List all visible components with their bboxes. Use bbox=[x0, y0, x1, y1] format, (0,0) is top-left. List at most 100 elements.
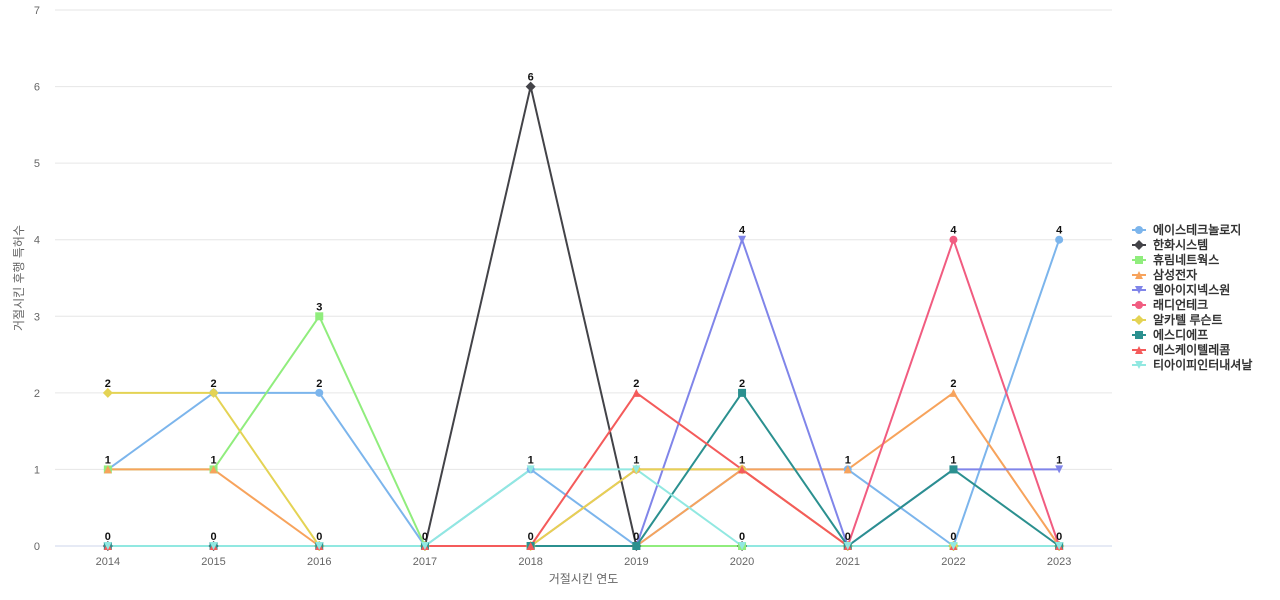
data-label: 2 bbox=[739, 378, 745, 390]
data-label: 0 bbox=[422, 531, 428, 543]
legend-item: 삼성전자 bbox=[1132, 267, 1197, 282]
legend-item: 래디언테크 bbox=[1132, 297, 1208, 312]
data-label: 2 bbox=[210, 378, 216, 390]
legend-label: 알카텔 루슨트 bbox=[1153, 312, 1223, 327]
data-label: 0 bbox=[1056, 531, 1062, 543]
y-tick-label: 2 bbox=[34, 388, 40, 400]
x-tick-label: 2022 bbox=[941, 556, 965, 568]
data-label: 0 bbox=[528, 531, 534, 543]
data-label: 4 bbox=[1056, 225, 1063, 237]
triangle-marker-icon bbox=[1135, 271, 1143, 279]
square-marker-icon bbox=[315, 312, 324, 321]
y-tick-label: 0 bbox=[34, 541, 40, 553]
x-tick-label: 2023 bbox=[1047, 556, 1071, 568]
data-label: 0 bbox=[316, 531, 322, 543]
y-axis-ticks: 0 1 2 3 4 5 6 7 bbox=[34, 5, 40, 553]
data-label: 0 bbox=[210, 531, 216, 543]
triangle-down-marker-icon bbox=[1135, 361, 1143, 369]
square-marker-icon bbox=[632, 542, 641, 550]
x-tick-label: 2018 bbox=[518, 556, 542, 568]
legend-label: 티아이피인터내셔날 bbox=[1153, 357, 1252, 372]
legend-label: 삼성전자 bbox=[1153, 267, 1197, 282]
triangle-down-marker-icon bbox=[526, 465, 535, 474]
series-line bbox=[107, 315, 1060, 547]
data-label: 2 bbox=[105, 378, 111, 390]
square-marker-icon bbox=[949, 465, 958, 474]
legend-label: 엘아이지넥스원 bbox=[1153, 282, 1230, 297]
x-tick-label: 2015 bbox=[201, 556, 225, 568]
y-tick-label: 5 bbox=[34, 158, 40, 170]
series-lines bbox=[107, 85, 1061, 547]
legend-label: 한화시스템 bbox=[1153, 237, 1208, 252]
x-tick-label: 2021 bbox=[836, 556, 860, 568]
triangle-marker-icon bbox=[843, 465, 852, 474]
triangle-marker-icon bbox=[526, 542, 535, 550]
triangle-down-marker-icon bbox=[738, 542, 747, 550]
data-label: 0 bbox=[633, 531, 639, 543]
circle-marker-icon bbox=[315, 388, 324, 397]
circle-marker-icon bbox=[1055, 235, 1064, 244]
diamond-marker-icon bbox=[102, 387, 113, 398]
triangle-down-marker-icon bbox=[843, 542, 852, 550]
square-marker-icon bbox=[738, 388, 747, 397]
data-label: 0 bbox=[739, 531, 745, 543]
x-tick-label: 2014 bbox=[96, 556, 120, 568]
data-label: 0 bbox=[105, 531, 111, 543]
data-label: 6 bbox=[528, 72, 534, 84]
circle-marker-icon bbox=[1135, 301, 1143, 309]
square-marker-icon bbox=[1135, 331, 1143, 339]
data-label: 4 bbox=[739, 225, 746, 237]
x-axis-ticks: 2014 2015 2016 2017 2018 2019 2020 2021 2022 2023 bbox=[96, 556, 1072, 568]
y-tick-label: 6 bbox=[34, 82, 40, 94]
legend-label: 래디언테크 bbox=[1153, 297, 1208, 312]
legend-label: 휴림네트웍스 bbox=[1153, 252, 1219, 267]
triangle-down-marker-icon bbox=[1055, 542, 1064, 550]
square-marker-icon bbox=[1135, 256, 1143, 264]
legend-item: 에스디에프 bbox=[1132, 327, 1208, 342]
diamond-marker-icon bbox=[1134, 240, 1144, 250]
y-axis-title: 거절시킨 후행 특허수 bbox=[11, 225, 26, 331]
data-label: 1 bbox=[1056, 454, 1062, 466]
triangle-marker-icon bbox=[209, 465, 218, 474]
y-tick-label: 3 bbox=[34, 311, 40, 323]
legend-label: 에스케이텔레콤 bbox=[1153, 342, 1230, 357]
data-label: 3 bbox=[316, 301, 322, 313]
data-label: 0 bbox=[845, 531, 851, 543]
triangle-down-marker-icon bbox=[209, 542, 218, 550]
data-label: 1 bbox=[105, 454, 111, 466]
data-label: 1 bbox=[845, 454, 851, 466]
legend-item: 한화시스템 bbox=[1132, 237, 1208, 252]
circle-marker-icon bbox=[949, 235, 958, 244]
y-tick-label: 4 bbox=[34, 235, 40, 247]
legend-item: 티아이피인터내셔날 bbox=[1132, 357, 1252, 372]
diamond-marker-icon bbox=[208, 387, 219, 398]
legend-label: 에이스테크놀로지 bbox=[1153, 222, 1241, 237]
y-tick-label: 1 bbox=[34, 464, 40, 476]
triangle-down-marker-icon bbox=[632, 465, 641, 474]
legend-item: 에이스테크놀로지 bbox=[1132, 222, 1241, 237]
data-label: 1 bbox=[950, 454, 956, 466]
data-label: 4 bbox=[950, 225, 957, 237]
triangle-down-marker-icon bbox=[738, 235, 747, 244]
x-tick-label: 2016 bbox=[307, 556, 331, 568]
triangle-down-marker-icon bbox=[1055, 465, 1064, 474]
series-line bbox=[107, 468, 1060, 547]
data-label: 2 bbox=[316, 378, 322, 390]
triangle-down-marker-icon bbox=[1135, 286, 1143, 294]
diamond-marker-icon bbox=[525, 81, 536, 92]
circle-marker-icon bbox=[1135, 226, 1143, 234]
triangle-down-marker-icon bbox=[103, 542, 112, 550]
x-tick-label: 2019 bbox=[624, 556, 648, 568]
data-label: 2 bbox=[633, 378, 639, 390]
y-tick-label: 7 bbox=[34, 5, 40, 17]
data-label: 2 bbox=[950, 378, 956, 390]
legend-item: 에스케이텔레콤 bbox=[1132, 342, 1230, 357]
x-tick-label: 2020 bbox=[730, 556, 754, 568]
diamond-marker-icon bbox=[1134, 315, 1144, 325]
legend-item: 알카텔 루슨트 bbox=[1132, 312, 1223, 327]
triangle-marker-icon bbox=[103, 465, 112, 474]
triangle-marker-icon bbox=[738, 465, 747, 474]
triangle-marker-icon bbox=[1135, 346, 1143, 354]
